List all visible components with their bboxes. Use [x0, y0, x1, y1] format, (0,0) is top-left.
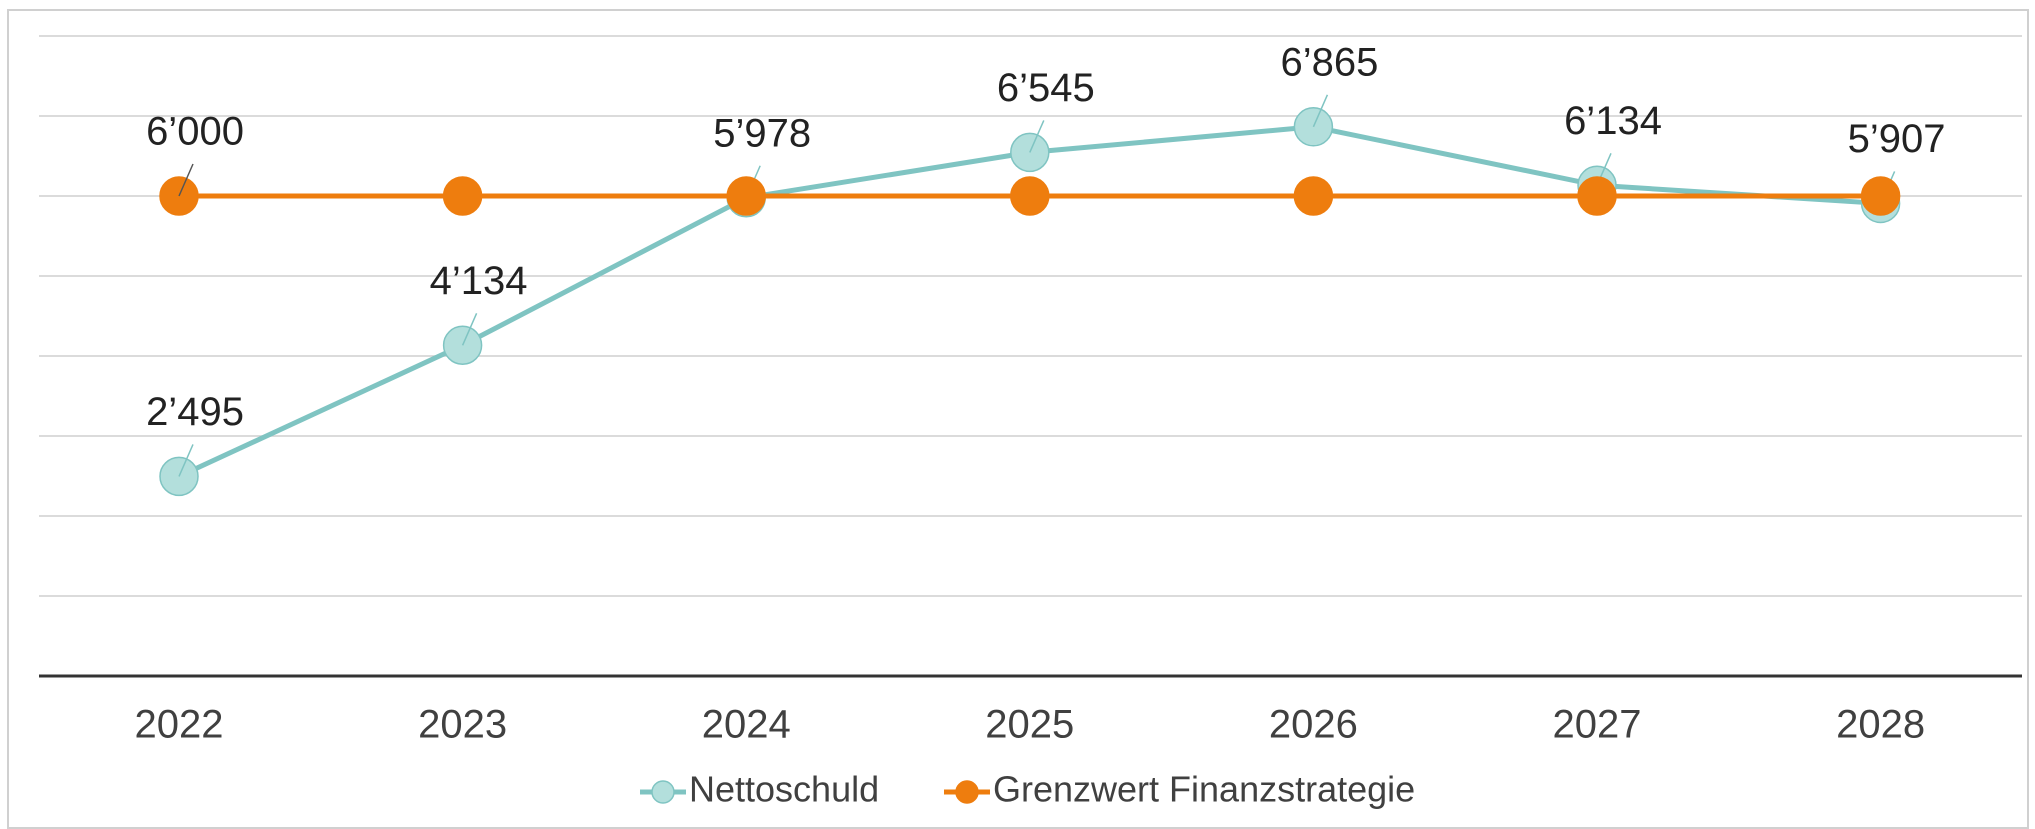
data-label: 6’134	[1564, 99, 1662, 143]
x-tick-label: 2025	[985, 703, 1074, 747]
label-leader	[178, 163, 194, 197]
x-tick-label: 2026	[1269, 703, 1358, 747]
data-label: 5’978	[713, 111, 811, 155]
x-tick-label: 2024	[702, 703, 791, 747]
data-point	[1860, 176, 1901, 216]
label-leader	[1029, 120, 1045, 153]
data-label: 4’134	[430, 259, 528, 303]
data-point	[1010, 176, 1050, 216]
data-label: 2’495	[146, 390, 244, 434]
legend-label: Nettoschuld	[689, 769, 879, 810]
data-label: 5’907	[1848, 117, 1946, 161]
label-leader	[461, 312, 478, 346]
label-leader	[1312, 94, 1329, 128]
legend-label: Grenzwert Finanzstrategie	[993, 769, 1415, 810]
data-label: 6’865	[1280, 40, 1378, 84]
legend-marker	[651, 780, 675, 804]
data-point	[1293, 176, 1334, 216]
x-tick-label: 2022	[135, 703, 224, 747]
chart-frame	[7, 9, 2029, 829]
x-tick-label: 2028	[1836, 703, 1925, 747]
data-point	[726, 176, 766, 216]
x-tick-label: 2023	[418, 703, 507, 747]
legend-marker	[955, 780, 979, 804]
data-label: 6’545	[997, 66, 1095, 110]
x-tick-label: 2027	[1553, 703, 1642, 747]
data-point	[442, 176, 483, 216]
data-point	[1577, 176, 1617, 216]
data-label: 6’000	[146, 110, 244, 154]
label-leader	[178, 444, 194, 477]
